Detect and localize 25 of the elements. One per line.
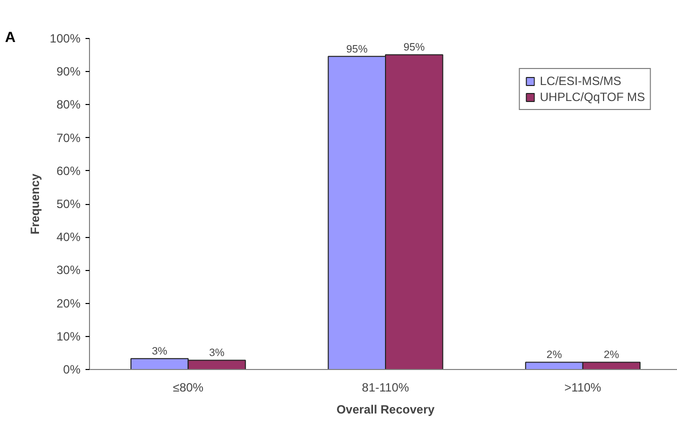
text: A <box>5 29 16 48</box>
data-label: 3% <box>152 346 168 358</box>
data-label: 95% <box>346 43 368 56</box>
y-tick-label: 60% <box>56 164 81 178</box>
y-tick-label: 50% <box>56 197 81 211</box>
legend-label: LC/ESI-MS/MS <box>540 74 622 88</box>
x-tick-label: ≤80% <box>172 380 204 394</box>
y-tick-label: 80% <box>56 98 81 112</box>
y-tick-label: 20% <box>56 296 81 310</box>
data-label: 95% <box>403 42 426 54</box>
y-tick-label: 0% <box>63 362 81 376</box>
x-tick-label: 81-110% <box>362 380 410 394</box>
y-tick-label: 10% <box>56 329 81 344</box>
y-tick-label: 70% <box>56 130 81 145</box>
y-tick-label: 90% <box>56 64 81 79</box>
data-label: 2% <box>604 349 620 362</box>
y-tick-label: 40% <box>56 230 81 244</box>
x-axis-title: Overall Recovery <box>336 402 435 416</box>
data-label: 3% <box>209 347 226 360</box>
data-label: 2% <box>546 349 562 362</box>
y-tick-label: 30% <box>56 263 81 278</box>
x-tick-label: >110% <box>564 380 602 394</box>
legend-label: UHPLC/QqTOF MS <box>540 90 645 104</box>
y-axis-title: Frequency <box>28 173 42 234</box>
y-tick-label: 100% <box>50 32 81 46</box>
